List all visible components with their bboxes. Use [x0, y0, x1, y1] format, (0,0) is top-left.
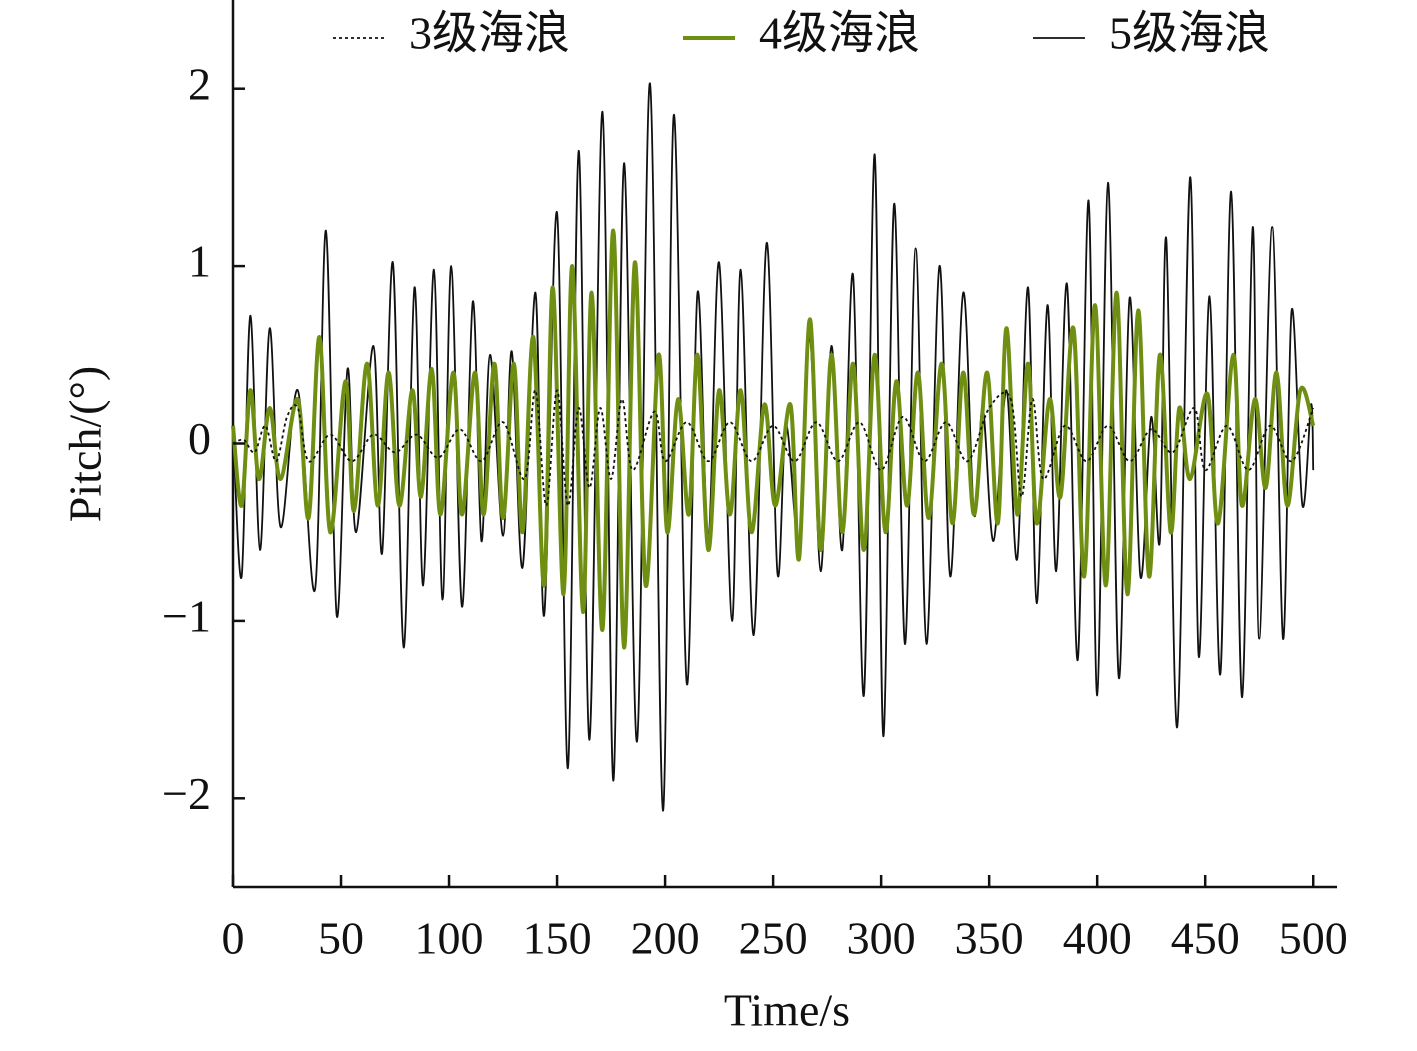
y-tick-label: 2 [188, 58, 211, 109]
x-axis-label: Time/s [724, 985, 850, 1036]
legend-label: 4级海浪 [759, 8, 920, 59]
series-line [231, 228, 1316, 650]
x-tick-label: 400 [1063, 913, 1132, 964]
y-tick-label: 0 [188, 413, 211, 464]
x-tick-label: 0 [222, 913, 245, 964]
x-tick-label: 500 [1279, 913, 1348, 964]
legend-label: 5级海浪 [1109, 8, 1270, 59]
x-tick-label: 150 [523, 913, 592, 964]
y-tick-label: −2 [162, 768, 211, 819]
x-tick-label: 100 [415, 913, 484, 964]
y-tick-label: −1 [162, 590, 211, 641]
plot-area [231, 82, 1316, 812]
x-tick-label: 250 [739, 913, 808, 964]
y-axis-label: Pitch/(°) [60, 366, 111, 522]
x-tick-label: 450 [1171, 913, 1240, 964]
x-tick-label: 50 [318, 913, 364, 964]
x-tick-label: 300 [847, 913, 916, 964]
y-tick-label: 1 [188, 236, 211, 287]
legend-label: 3级海浪 [409, 8, 570, 59]
x-tick-label: 200 [631, 913, 700, 964]
x-tick-label: 350 [955, 913, 1024, 964]
